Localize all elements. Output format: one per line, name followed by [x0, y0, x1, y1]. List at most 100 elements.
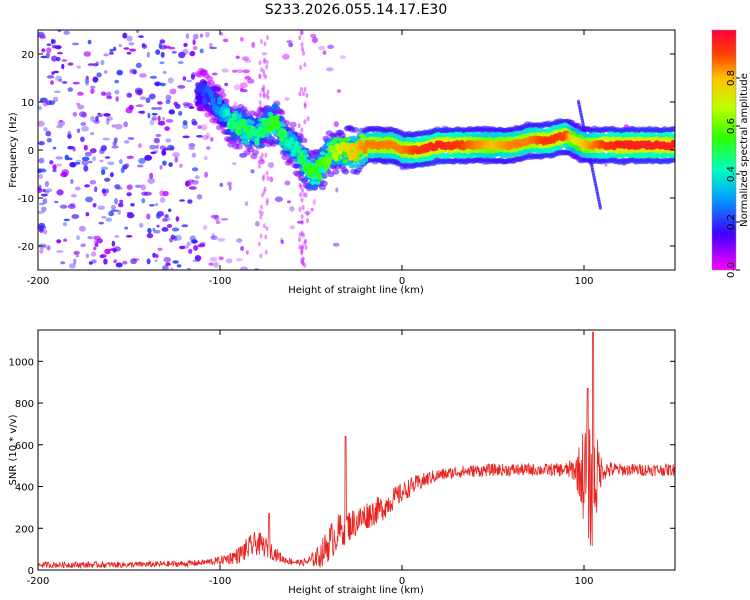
spectrogram-streak-point: [258, 100, 262, 106]
spectrogram-noise-point: [106, 118, 110, 125]
spectrogram-noise-point: [191, 180, 199, 185]
colorbar: 0.0 0.2 0.4 0.6 0.8 Normalized spectral ampl…: [711, 29, 750, 278]
spectrogram-noise-point: [132, 69, 137, 75]
spectrogram-noise-point: [193, 33, 199, 40]
spectrogram-noise-point: [90, 88, 95, 94]
spectrogram-noise-point: [280, 239, 284, 245]
spectrogram-noise-point: [84, 184, 90, 188]
spectrogram-noise-point: [192, 39, 196, 46]
spectrogram-noise-point: [61, 81, 68, 84]
spectrogram-streak-point: [262, 92, 266, 98]
spectrogram-noise-point: [38, 174, 44, 179]
spectrogram-noise-point: [123, 121, 128, 128]
spectrogram-noise-point: [78, 225, 86, 232]
spectrogram-ridge-point: [302, 162, 307, 167]
spectrogram-noise-point: [91, 259, 97, 264]
spectrogram-ridge-point: [232, 134, 239, 140]
spectrogram-streak-point: [299, 192, 303, 198]
spectrogram-streak-point: [258, 209, 262, 215]
spectrogram-ridge-point: [282, 130, 288, 135]
spectrogram-noise-point: [182, 48, 189, 55]
spectrogram-streak-point: [298, 244, 302, 250]
spectrogram-streak-point: [259, 67, 263, 73]
spectrogram-noise-point: [38, 228, 44, 233]
spectrogram-noise-point: [39, 97, 48, 103]
spectrogram-noise-point: [196, 194, 203, 200]
spectrogram-noise-point: [98, 221, 104, 225]
spectrogram-noise-point: [153, 229, 161, 234]
spectrogram-noise-point: [141, 110, 146, 115]
spectrogram-noise-point: [144, 154, 153, 161]
spectrogram-noise-point: [289, 225, 296, 230]
spectrogram-streak-point: [304, 238, 308, 244]
spectrogram-noise-point: [225, 258, 233, 264]
spectrogram-noise-point: [114, 184, 121, 190]
spectrogram-noise-point: [213, 261, 219, 269]
spectrogram-noise-point: [173, 101, 179, 106]
spectrogram-noise-point: [163, 256, 171, 263]
spectrogram-noise-point: [171, 51, 177, 54]
spectrogram-noise-point: [138, 222, 144, 228]
spectrogram-noise-point: [165, 138, 172, 143]
spectrogram-noise-point: [54, 90, 61, 94]
spectrogram-streak-point: [265, 92, 269, 98]
spectrogram-noise-point: [147, 177, 155, 184]
spectrogram-noise-point: [149, 119, 155, 126]
spectrogram-streak-point: [265, 197, 269, 203]
spectrogram-ridge-point: [254, 137, 260, 142]
spectrogram-streak-point: [301, 205, 305, 211]
spectrogram-noise-point: [74, 186, 81, 191]
spectrogram-noise-point: [113, 259, 118, 264]
snr-y-tick-label: 0: [28, 566, 34, 577]
spectrogram-noise-point: [125, 235, 133, 238]
spectrogram-streak-point: [300, 230, 304, 236]
spectrogram-noise-point: [197, 243, 206, 248]
spectrogram-noise-point: [151, 115, 157, 121]
spectrogram-ridge-point: [240, 111, 248, 117]
spectrogram-noise-point: [110, 172, 114, 178]
spectrogram-noise-point: [61, 63, 65, 70]
spectrogram-noise-point: [282, 53, 290, 60]
spectrogram-noise-point: [77, 91, 84, 96]
spectrogram-noise-point: [38, 168, 46, 171]
spectrogram-ridge-point: [672, 140, 675, 145]
spectrogram-noise-point: [106, 116, 113, 121]
spectrogram-noise-point: [112, 46, 117, 52]
spectrogram-ridge-point: [362, 157, 369, 163]
spectrogram-noise-point: [130, 203, 135, 207]
spectrogram-noise-point: [81, 125, 89, 132]
spectrogram-noise-point: [205, 132, 211, 139]
spectrogram-noise-point: [76, 235, 81, 240]
spectrogram-noise-point: [110, 209, 119, 212]
spectrogram-streak-point: [259, 39, 263, 44]
spectrogram-noise-point: [242, 69, 250, 74]
spectrogram-noise-point: [50, 38, 55, 45]
spectrogram-noise-point: [168, 208, 172, 213]
spectrogram-streak-point: [265, 64, 269, 70]
spectrogram-noise-point: [135, 104, 144, 108]
spectrogram-noise-point: [83, 51, 91, 57]
spectrogram-noise-point: [224, 82, 229, 87]
spectrogram-noise-point: [304, 210, 312, 215]
spectrogram-noise-point: [72, 81, 81, 85]
spectrogram-noise-point: [126, 155, 134, 159]
spectrogram-ridge-point: [249, 125, 255, 130]
spectrogram-noise-point: [182, 102, 191, 107]
spectrogram-noise-point: [174, 234, 182, 241]
spectrogram-noise-point: [58, 78, 63, 83]
spectrogram-noise-point: [158, 42, 163, 50]
spectrogram-streak-point: [259, 204, 263, 210]
spectrogram-noise-point: [196, 135, 203, 138]
spectrogram-noise-point: [284, 180, 291, 186]
spectrogram-ridge-point: [219, 92, 227, 98]
spectrogram-ridge-point: [295, 145, 301, 150]
spectrogram-noise-point: [240, 266, 248, 270]
spectrogram-ridge-point: [289, 137, 294, 142]
spectrogram-noise-point: [41, 206, 47, 212]
spectrogram-noise-point: [81, 156, 90, 161]
spectrogram-noise-point: [116, 69, 123, 76]
spectrogram-noise-point: [67, 130, 72, 138]
spectrogram-streak-point: [303, 240, 307, 246]
spectrogram-streak-point: [301, 260, 305, 266]
spectrogram-ridge-point: [299, 151, 304, 156]
